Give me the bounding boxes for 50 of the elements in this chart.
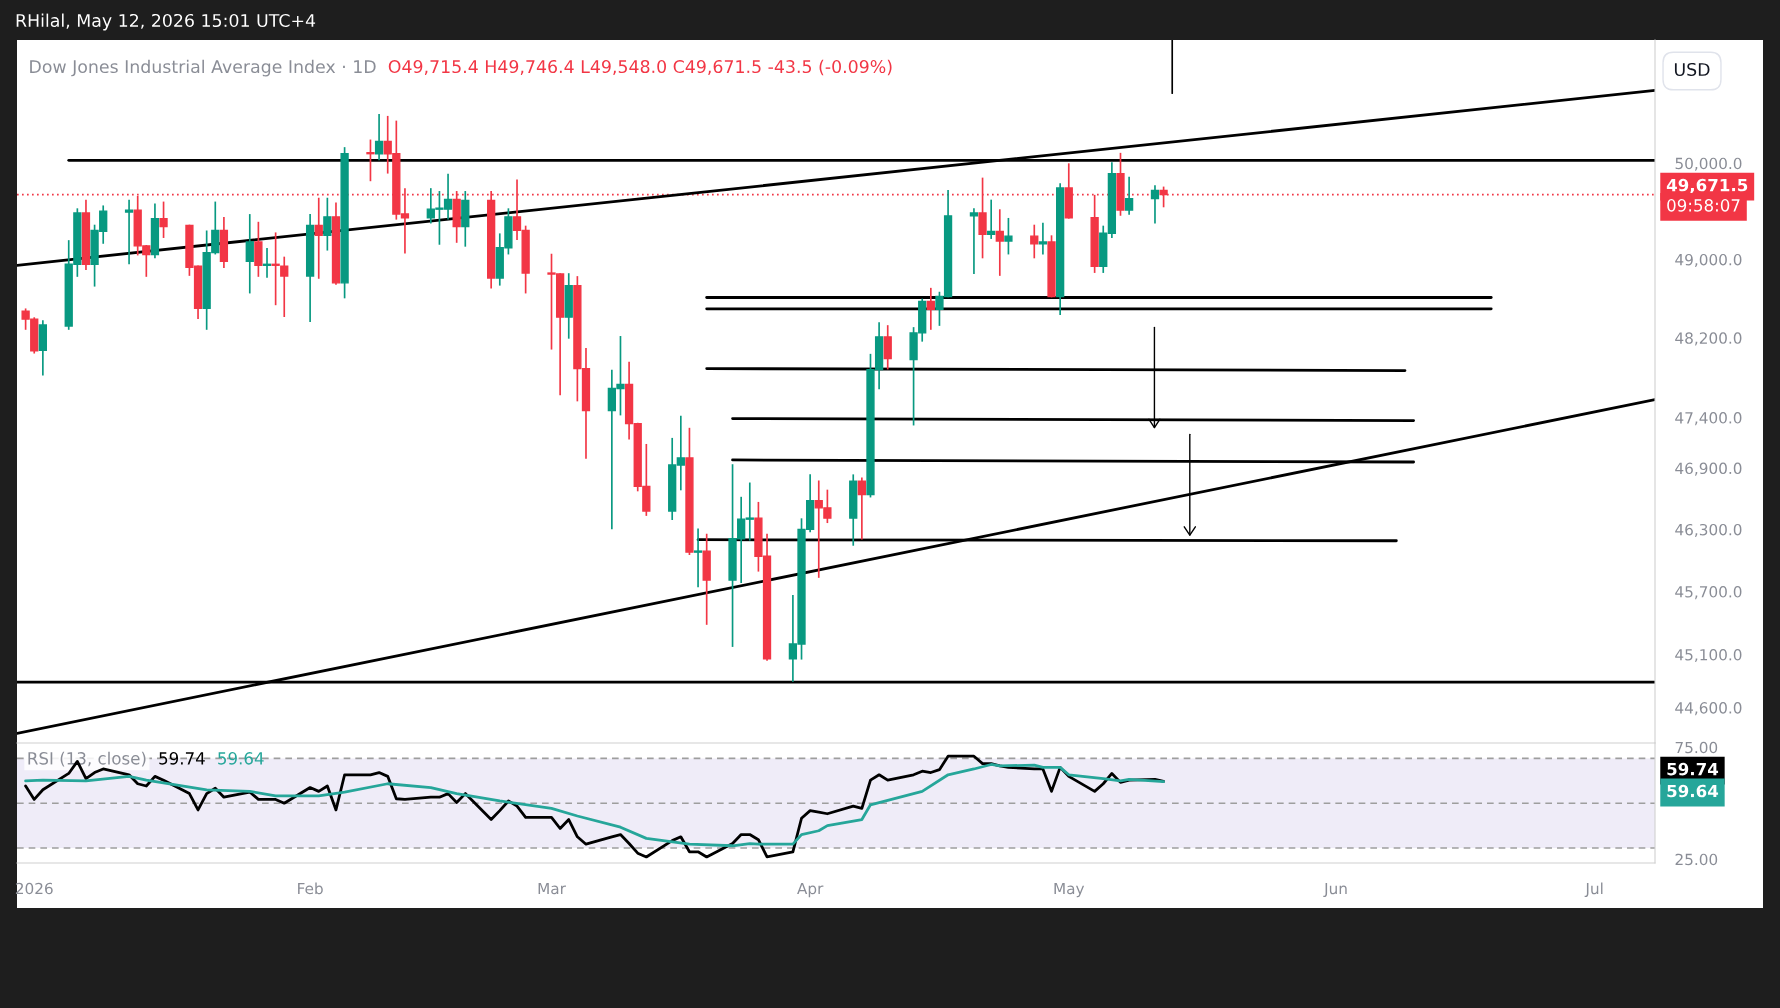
y-tick-label: 25.00 (1675, 853, 1718, 866)
candlestick (995, 209, 1004, 276)
candlestick (987, 199, 996, 239)
ref-line-label: 49,671.5 (1666, 178, 1748, 194)
y-tick-label: 45,100.0 (1675, 648, 1742, 663)
annotation: RSI (13, close) (28, 751, 146, 767)
text: 59.64 (1667, 784, 1719, 798)
annotation: 59.74 (159, 752, 205, 765)
candlestick (254, 221, 263, 277)
candlestick (693, 528, 703, 588)
candlestick (159, 201, 168, 238)
text: Dow Jones Industrial Average Index · 1D (30, 59, 376, 77)
text: 09:58:07 (1667, 199, 1740, 212)
y-tick-label: 50,000.0 (1675, 157, 1742, 171)
candlestick (1038, 222, 1048, 255)
candlestick (969, 208, 979, 274)
y-tick-label: 75.00 (1675, 741, 1718, 754)
candlestick (314, 197, 323, 279)
candlestick (374, 114, 384, 161)
candlestick (124, 199, 134, 265)
x-tick-label: Jul (1584, 882, 1603, 898)
candlestick (1124, 176, 1134, 215)
x-tick-label: Mar (538, 882, 566, 895)
candlestick (883, 325, 892, 370)
y-tick-label: 45,700.0 (1675, 586, 1742, 600)
x-tick-label: Jun (1323, 882, 1347, 898)
y-tick-label: 49,000.0 (1675, 253, 1742, 268)
y-tick-label: 48,200.0 (1675, 332, 1742, 346)
text: USD (1674, 62, 1710, 77)
candlestick (857, 477, 867, 540)
candlestick (366, 139, 375, 182)
candlestick (1004, 217, 1013, 255)
y-tick-label: 44,600.0 (1675, 702, 1742, 716)
text: RHilal, May 12, 2026 15:01 UTC+4 (16, 13, 316, 31)
candlestick (245, 214, 254, 294)
y-tick-label: 46,900.0 (1675, 462, 1742, 476)
candlestick (271, 232, 280, 306)
x-tick-label: Feb (298, 882, 323, 895)
candlestick (323, 197, 332, 251)
x-tick-label: Apr (797, 882, 824, 898)
x-tick-label: May (1054, 882, 1085, 898)
text: 59.74 (1667, 762, 1719, 776)
candlestick (1150, 185, 1160, 224)
candlestick (1030, 224, 1039, 259)
annotation: O49,715.4 H49,746.4 L49,548.0 C49,671.5 -43.5 (-0.09%) (388, 59, 892, 76)
y-tick-label: 46,300.0 (1675, 523, 1742, 538)
y-tick-label: 47,400.0 (1675, 412, 1742, 426)
annotation: 59.64 (218, 752, 264, 765)
candlestick (926, 287, 935, 330)
candlestick (280, 256, 289, 317)
